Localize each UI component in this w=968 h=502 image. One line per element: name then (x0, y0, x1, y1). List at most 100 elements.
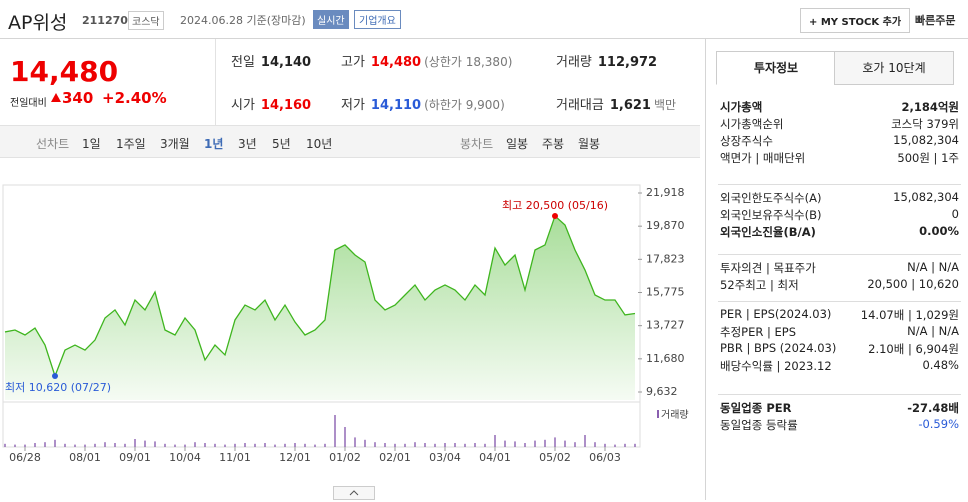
volume-bar (404, 443, 406, 447)
volume-bar (144, 440, 146, 447)
tab-label: 봉차트 (460, 137, 494, 151)
realtime-button[interactable]: 실시간 (313, 10, 349, 29)
info-row: 시가총액 2,184억원 (718, 97, 961, 114)
mystock-button[interactable]: + MY STOCK 추가 (800, 8, 911, 33)
volume-bar (484, 443, 486, 447)
y-tick-label: 11,680 (646, 352, 685, 365)
period-tab[interactable]: 3년 (238, 137, 257, 151)
volume-bar (44, 442, 46, 447)
info-section: 동일업종 PER -27.48배 동일업종 등락률 -0.59% (718, 394, 961, 432)
quote: 14,480 전일대비 340 +2.40% 전일 14,140 고가 14,480(… (0, 39, 700, 125)
info-row: 동일업종 등락률 -0.59% (718, 415, 961, 432)
period-tab[interactable]: 1주일 (116, 137, 146, 151)
volume-bar (24, 444, 26, 447)
info-label: 시가총액 (720, 100, 763, 114)
x-tick-label: 12/01 (279, 451, 311, 464)
side-tab[interactable]: 투자정보 (716, 51, 836, 85)
volume-bar (364, 439, 366, 447)
change-rate: +2.40% (102, 89, 167, 107)
info-row: 추정PER | EPS N/A | N/A (718, 322, 961, 339)
volume-bar (294, 443, 296, 447)
volume-legend-swatch (657, 410, 659, 418)
quote-cell: 고가 14,480 (상한가 18,380) (341, 51, 512, 70)
info-label: 외국인한도주식수(A) (720, 191, 822, 205)
info-value: 500원 | 1주 (897, 151, 959, 165)
info-label: 외국인보유주식수(B) (720, 208, 822, 222)
volume-bar (394, 443, 396, 447)
overview-button[interactable]: 기업개요 (354, 10, 401, 29)
volume-bar (224, 444, 226, 447)
volume-bar (274, 444, 276, 447)
volume-bar (504, 440, 506, 447)
volume-bar (14, 444, 16, 447)
period-tab[interactable]: 3개월 (160, 137, 190, 151)
y-tick-label: 9,632 (646, 385, 678, 398)
fold-button[interactable] (333, 486, 375, 500)
volume-bar (4, 443, 6, 447)
volume-bar (314, 444, 316, 447)
side-tab[interactable]: 호가 10단계 (834, 51, 954, 85)
header: AP위성 211270 코스닥 2024.06.28 기준(장마감) 실시간 기… (0, 0, 968, 39)
candle-tab[interactable]: 월봉 (578, 137, 601, 151)
volume-bar (304, 443, 306, 447)
volume-bar (414, 442, 416, 447)
info-label: 투자의견 | 목표주가 (720, 261, 816, 275)
volume-legend: 거래량 (661, 409, 689, 421)
volume-bar (424, 443, 426, 447)
up-icon (51, 93, 61, 102)
candle-tab[interactable]: 일봉 (506, 137, 529, 151)
info-value: 15,082,304 (893, 133, 959, 147)
volume-bar (54, 439, 56, 447)
info-label: 상장주식수 (720, 134, 773, 148)
cell-value: 1,621 (609, 98, 651, 113)
quote-cell: 저가 14,110 (하한가 9,900) (341, 94, 505, 113)
volume-bar (554, 437, 556, 447)
cell-value: 14,160 (260, 98, 312, 113)
quote-cell: 전일 14,140 (231, 51, 311, 70)
volume-bar (254, 443, 256, 447)
volume-bar (434, 443, 436, 447)
info-label: 배당수익률 | 2023.12 (720, 359, 832, 373)
cell-label: 거래대금 (556, 98, 604, 113)
info-row: 동일업종 PER -27.48배 (718, 398, 961, 415)
info-row: PER | EPS(2024.03) 14.07배 | 1,029원 (718, 305, 961, 322)
volume-bar (584, 435, 586, 447)
x-tick-label: 06/03 (589, 451, 621, 464)
quick-order[interactable]: 빠른주문 (915, 14, 956, 27)
info-value: N/A | N/A (907, 324, 959, 338)
volume-bar (574, 442, 576, 447)
period-tab[interactable]: 5년 (272, 137, 291, 151)
x-tick-label: 11/01 (219, 451, 251, 464)
volume-bar (524, 443, 526, 447)
low-dot (52, 372, 58, 379)
volume-bar (544, 439, 546, 447)
x-tick-label: 10/04 (169, 451, 201, 464)
info-row: 외국인한도주식수(A) 15,082,304 (718, 188, 961, 205)
candle-tab[interactable]: 주봉 (542, 137, 565, 151)
period-tab[interactable]: 1년 (204, 137, 224, 151)
volume-bar (534, 440, 536, 447)
period-tab[interactable]: 10년 (306, 137, 333, 151)
x-tick-label: 06/28 (9, 451, 41, 464)
period-tab[interactable]: 1일 (82, 137, 101, 151)
market-badge: 코스닥 (128, 11, 164, 30)
volume-bar (564, 440, 566, 447)
x-tick-label: 08/01 (69, 451, 101, 464)
y-tick-label: 17,823 (646, 252, 685, 265)
info-row: 시가총액순위 코스닥 379위 (718, 114, 961, 131)
x-tick-label: 09/01 (119, 451, 151, 464)
info-value: 0.00% (919, 224, 959, 238)
cell-label: 거래량 (556, 55, 592, 70)
period-tabs: 선차트 1일 1주일 3개월 1년 3년 5년 10년 봉차트 일봉 주봉 월봉 (0, 125, 700, 158)
volume-bar (104, 442, 106, 447)
volume-bar (624, 443, 626, 447)
basis: 기준(장마감) (246, 14, 306, 27)
volume-bar (164, 443, 166, 447)
plot-frame (2, 184, 641, 448)
info-value: 2.10배 | 6,904원 (868, 342, 959, 356)
info-value: -0.59% (918, 417, 959, 431)
cell-extra: (하한가 9,900) (424, 98, 505, 112)
info-row: 액면가 | 매매단위 500원 | 1주 (718, 148, 961, 165)
